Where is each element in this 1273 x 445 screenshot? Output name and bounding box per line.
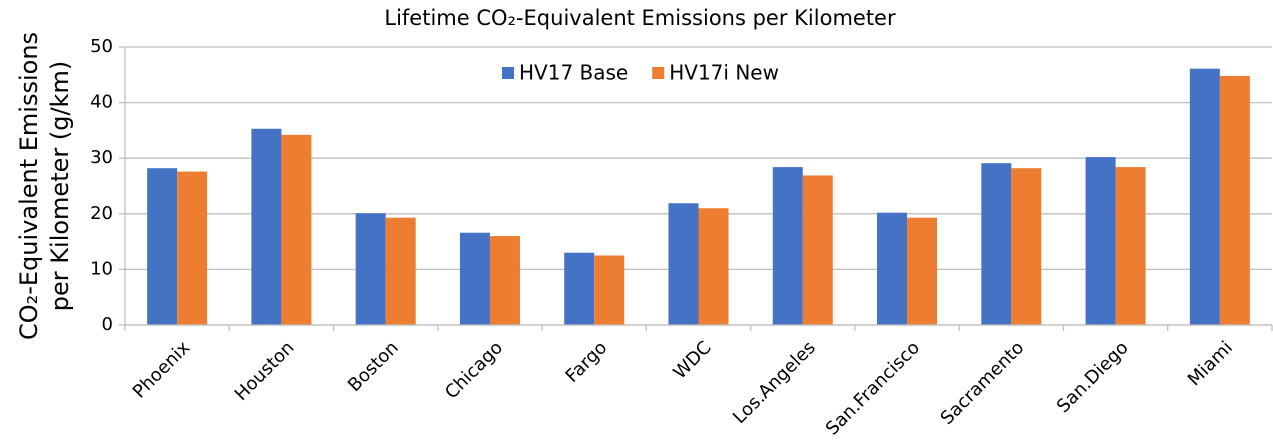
x-tick-label: San.Diego [1053, 337, 1133, 417]
y-axis-label-line: CO₂-Equivalent Emissions [15, 32, 43, 340]
bar [1115, 167, 1146, 325]
bar [564, 252, 595, 325]
y-axis-label: CO₂-Equivalent Emissions per Kilometer (… [15, 32, 74, 340]
bar [907, 217, 938, 325]
bar [489, 236, 520, 325]
y-tick-label: 10 [90, 258, 113, 279]
bar [772, 167, 803, 325]
y-tick-label: 0 [102, 314, 113, 335]
x-tick-label: Sacramento [937, 337, 1029, 429]
x-tick-label: Los.Angeles [729, 337, 820, 428]
y-tick-label: 30 [90, 147, 113, 168]
x-tick-label: Phoenix [129, 337, 195, 403]
x-tick-label: San.Francisco [822, 337, 924, 439]
x-tick-label: Miami [1184, 337, 1237, 390]
x-tick-label: Boston [344, 337, 403, 396]
y-tick-label: 20 [90, 203, 113, 224]
x-tick-label: Fargo [562, 337, 612, 387]
legend-swatch [502, 67, 514, 79]
bar [355, 213, 386, 325]
bar [281, 134, 312, 325]
x-tick-label: Chicago [441, 337, 507, 403]
bar [147, 168, 178, 325]
bar [877, 212, 908, 325]
bar [802, 175, 833, 325]
bar [698, 208, 729, 325]
bar [459, 232, 490, 325]
chart-title: Lifetime CO₂-Equivalent Emissions per Ki… [384, 6, 896, 30]
x-tick-label: Houston [231, 337, 299, 405]
legend-label: HV17i New [669, 61, 779, 85]
bar [1085, 157, 1116, 325]
bar [251, 128, 282, 325]
y-tick-label: 40 [90, 92, 113, 113]
bar [385, 217, 416, 325]
y-tick-label: 50 [90, 36, 113, 57]
bar [1011, 168, 1042, 325]
x-tick-label: WDC [669, 337, 715, 383]
legend-swatch [652, 67, 665, 79]
bar [177, 171, 208, 325]
bar [594, 255, 625, 325]
legend-label: HV17 Base [519, 61, 628, 85]
bar [668, 203, 699, 325]
y-axis-label-line: per Kilometer (g/km) [46, 61, 74, 311]
bar [1219, 75, 1250, 325]
bar [981, 163, 1012, 325]
bar [1189, 68, 1220, 326]
